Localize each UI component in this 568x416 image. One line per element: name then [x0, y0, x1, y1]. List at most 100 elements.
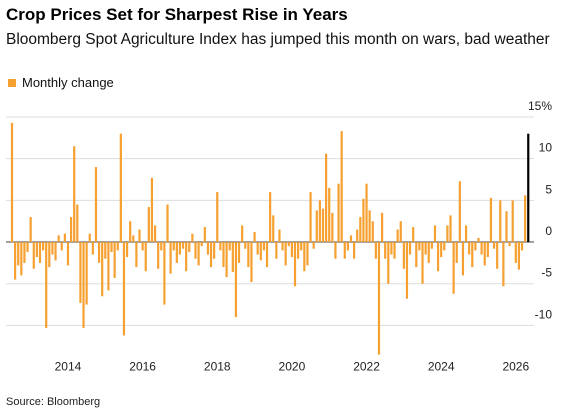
bar [390, 242, 393, 255]
bar [505, 211, 508, 243]
bar [362, 198, 365, 243]
bar [237, 242, 241, 263]
bar [88, 233, 91, 243]
bar [517, 242, 521, 270]
bar [231, 242, 234, 273]
bar [492, 242, 496, 249]
bar [91, 242, 94, 255]
bar [23, 242, 26, 263]
bar [499, 200, 502, 243]
bar [32, 242, 35, 269]
bar [42, 242, 45, 251]
bar [38, 242, 42, 263]
bar [35, 242, 38, 258]
bar [527, 133, 530, 243]
x-tick-label: 2014 [55, 360, 82, 374]
bar [343, 242, 346, 259]
bar [520, 242, 524, 251]
bar [194, 242, 197, 259]
bar [172, 242, 175, 251]
bar [502, 242, 505, 287]
bar [464, 225, 468, 243]
bar [306, 242, 309, 266]
bar [144, 242, 147, 272]
bar [241, 225, 244, 243]
bar [234, 242, 238, 318]
x-tick-label: 2020 [279, 360, 306, 374]
bar [325, 153, 328, 243]
bar [349, 235, 353, 243]
x-tick-label: 2018 [204, 360, 231, 374]
bar [222, 242, 225, 268]
bar [377, 242, 381, 355]
bar [474, 242, 477, 251]
bar [101, 242, 104, 297]
bar [421, 242, 424, 284]
bar [321, 208, 325, 243]
bar [399, 221, 402, 243]
bar [191, 233, 194, 243]
x-tick-label: 2022 [353, 360, 380, 374]
bar [331, 212, 334, 243]
bar [203, 227, 206, 243]
bar [69, 217, 73, 243]
bar [374, 242, 377, 259]
bar [486, 242, 489, 258]
bar [125, 242, 129, 258]
y-tick-label: 15% [528, 99, 552, 113]
bar [225, 242, 228, 278]
legend-swatch [8, 79, 16, 87]
bar [455, 242, 458, 263]
bar [228, 242, 231, 251]
bar [384, 242, 387, 259]
bar [107, 242, 110, 291]
bar [433, 225, 437, 243]
bar [216, 192, 219, 243]
bar [412, 227, 415, 243]
bar [293, 242, 297, 287]
bar [188, 242, 191, 253]
y-tick-label: -10 [535, 307, 553, 321]
bar [446, 225, 449, 243]
bar [185, 242, 188, 272]
bar [318, 200, 321, 243]
bar [480, 242, 483, 255]
bar [76, 204, 79, 243]
chart-title: Crop Prices Set for Sharpest Rise in Yea… [6, 5, 348, 24]
bar [418, 242, 421, 251]
x-tick-label: 2024 [428, 360, 455, 374]
bar [284, 242, 287, 266]
bar [17, 242, 20, 266]
bar [157, 242, 160, 269]
bar [166, 204, 169, 243]
bar [471, 242, 474, 268]
bar [197, 242, 200, 266]
bar [265, 242, 269, 268]
bar [514, 242, 517, 263]
y-tick-label: 5 [545, 182, 552, 196]
bar [290, 242, 293, 258]
bar [489, 197, 493, 243]
bar [169, 242, 172, 274]
bar [262, 242, 266, 251]
bar [524, 195, 527, 243]
bar [206, 242, 210, 255]
bar [141, 242, 144, 251]
bar [247, 242, 250, 268]
bar [73, 146, 76, 243]
bar [443, 242, 446, 251]
bar [250, 242, 253, 283]
bar [178, 242, 182, 255]
legend: Monthly change [8, 75, 114, 90]
bar [54, 242, 57, 261]
bar [340, 131, 343, 243]
bar [275, 242, 278, 259]
bar [272, 215, 275, 243]
bar [48, 242, 51, 268]
bar [408, 242, 412, 255]
x-tick-label: 2016 [129, 360, 156, 374]
bar [60, 242, 63, 251]
bar [213, 242, 216, 259]
bar [160, 242, 163, 251]
